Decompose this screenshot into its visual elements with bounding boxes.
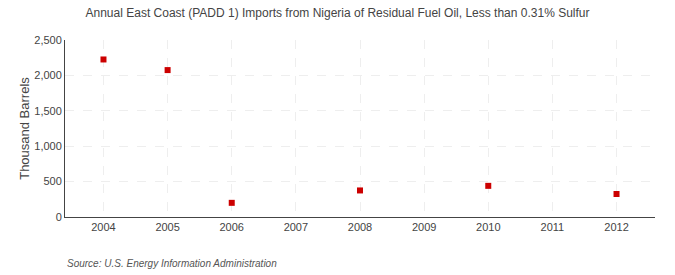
- svg-text:2004: 2004: [91, 221, 115, 233]
- svg-text:2012: 2012: [604, 221, 628, 233]
- svg-text:2,000: 2,000: [34, 69, 62, 81]
- svg-text:1,000: 1,000: [34, 140, 62, 152]
- svg-text:500: 500: [43, 175, 61, 187]
- svg-text:2008: 2008: [348, 221, 372, 233]
- svg-text:2009: 2009: [412, 221, 436, 233]
- svg-text:2007: 2007: [284, 221, 308, 233]
- svg-text:2011: 2011: [541, 221, 565, 233]
- svg-text:2006: 2006: [219, 221, 243, 233]
- svg-text:Source: U.S. Energy Informatio: Source: U.S. Energy Information Administ…: [67, 258, 277, 269]
- svg-text:1,500: 1,500: [34, 105, 62, 117]
- svg-text:Annual East Coast (PADD 1) Imp: Annual East Coast (PADD 1) Imports from …: [86, 6, 590, 20]
- svg-text:0: 0: [56, 211, 62, 223]
- svg-text:2010: 2010: [476, 221, 500, 233]
- svg-text:2005: 2005: [155, 221, 179, 233]
- svg-text:Thousand Barrels: Thousand Barrels: [17, 77, 32, 180]
- svg-text:2,500: 2,500: [34, 34, 62, 46]
